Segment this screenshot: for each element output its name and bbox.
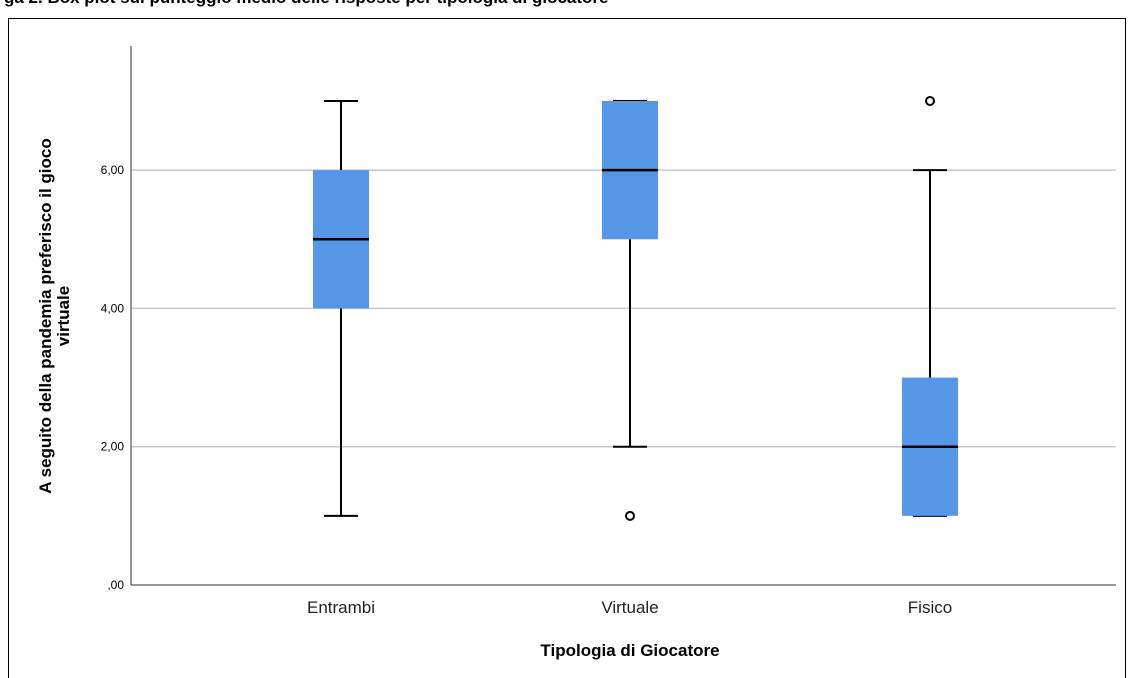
box-series: [313, 96, 958, 521]
figure-caption: ga 2. Box plot sul punteggio medio delle…: [4, 0, 609, 8]
y-axis-title: A seguito della pandemia preferisco il g…: [36, 138, 73, 494]
y-axis-title-line: A seguito della pandemia preferisco il g…: [36, 138, 55, 494]
y-axis-title-line: virtuale: [54, 286, 73, 346]
axis-labels: ,00 2,00 4,00 6,00 Entrambi Virtuale Fisico Tip…: [36, 138, 952, 660]
outlier-point: [625, 510, 635, 521]
y-tick-label: 6,00: [101, 163, 125, 177]
y-tick-label: ,00: [107, 578, 124, 592]
box-virtuale: [602, 100, 658, 521]
x-tick-label: Virtuale: [601, 598, 658, 617]
y-tick-label: 2,00: [101, 440, 125, 454]
box-fisico: [902, 96, 958, 517]
x-tick-label: Entrambi: [307, 598, 375, 617]
outlier-point: [925, 96, 935, 106]
axes: [130, 46, 1116, 586]
x-axis-title: Tipologia di Giocatore: [540, 641, 719, 660]
box-entrambi: [313, 100, 369, 517]
chart-frame: [8, 18, 1126, 678]
y-tick-label: 4,00: [101, 301, 125, 315]
x-tick-label: Fisico: [908, 598, 952, 617]
